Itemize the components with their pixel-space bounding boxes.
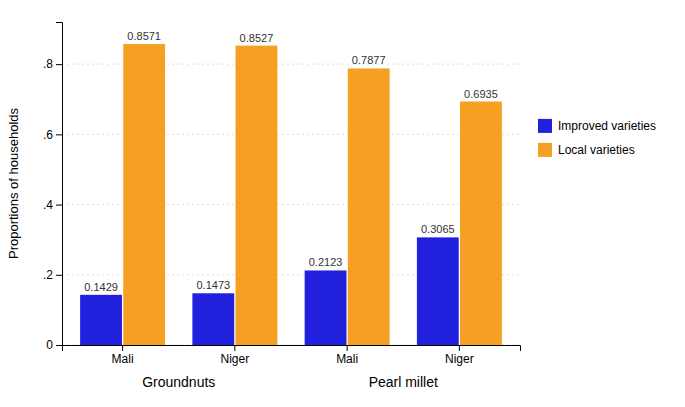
data-labels: 0.1429 0.1473 0.2123 0.3065 0.8571 0.8527 0.78…	[84, 30, 498, 293]
data-label: 0.2123	[309, 256, 343, 268]
tick-mark	[56, 64, 62, 65]
legend-label: Local varieties	[558, 143, 635, 157]
tick: Niger	[221, 345, 250, 366]
tick-mark	[56, 275, 62, 276]
data-label: 0.6935	[464, 88, 498, 100]
tick-label: Mali	[112, 352, 134, 366]
tick-label: Mali	[336, 352, 358, 366]
tick-label: 0	[46, 338, 53, 352]
bar	[192, 293, 234, 345]
data-label: 0.8527	[240, 32, 274, 44]
tick-label: .8	[43, 57, 53, 71]
group-label: Groundnuts	[142, 374, 215, 390]
tick: 0	[46, 338, 62, 352]
tick-mark	[56, 345, 62, 346]
tick-mark	[56, 134, 62, 135]
legend-item: Improved varieties	[538, 119, 656, 133]
bar	[305, 270, 347, 345]
chart: 0.1429 0.1473 0.2123 0.3065 0.8571 0.8527 0.78…	[0, 0, 685, 407]
data-label: 0.1429	[84, 281, 118, 293]
bars	[80, 44, 502, 345]
tick-label: Niger	[221, 352, 250, 366]
bar	[123, 44, 165, 345]
tick: .6	[43, 128, 62, 142]
tick: Mali	[336, 345, 358, 366]
bar	[80, 295, 122, 345]
bar	[236, 46, 278, 345]
tick-mark	[122, 345, 123, 351]
y-axis: 0 .2 .4 .6 .8	[43, 23, 63, 353]
legend-label: Improved varieties	[558, 119, 656, 133]
bar	[460, 102, 502, 345]
legend: Improved varieties Local varieties	[538, 119, 656, 157]
group-labels: Groundnuts Pearl millet	[142, 374, 438, 390]
legend-swatch	[538, 119, 552, 133]
axis-line	[63, 346, 521, 352]
legend-item: Local varieties	[538, 143, 635, 157]
tick-label: Niger	[445, 352, 474, 366]
plot: 0.1429 0.1473 0.2123 0.3065 0.8571 0.8527 0.78…	[6, 23, 521, 391]
tick-label: .2	[43, 268, 53, 282]
tick-mark	[347, 345, 348, 351]
x-axis: Mali Niger Mali Niger	[63, 345, 521, 366]
tick-mark	[56, 205, 62, 206]
group-label: Pearl millet	[369, 374, 438, 390]
tick: .2	[43, 268, 62, 282]
bar	[417, 237, 459, 345]
tick-label: .6	[43, 128, 53, 142]
data-label: 0.1473	[196, 279, 230, 291]
tick: Niger	[445, 345, 474, 366]
data-label: 0.7877	[352, 54, 386, 66]
bar	[348, 68, 390, 345]
tick-mark	[459, 345, 460, 351]
tick: .8	[43, 57, 62, 71]
tick-label: .4	[43, 198, 53, 212]
tick: .4	[43, 198, 62, 212]
y-axis-title: Proportions of households	[6, 107, 21, 259]
tick: Mali	[112, 345, 134, 366]
tick-mark	[234, 345, 235, 351]
data-label: 0.8571	[127, 30, 161, 42]
axis-line	[56, 23, 63, 346]
data-label: 0.3065	[421, 223, 455, 235]
legend-swatch	[538, 143, 552, 157]
